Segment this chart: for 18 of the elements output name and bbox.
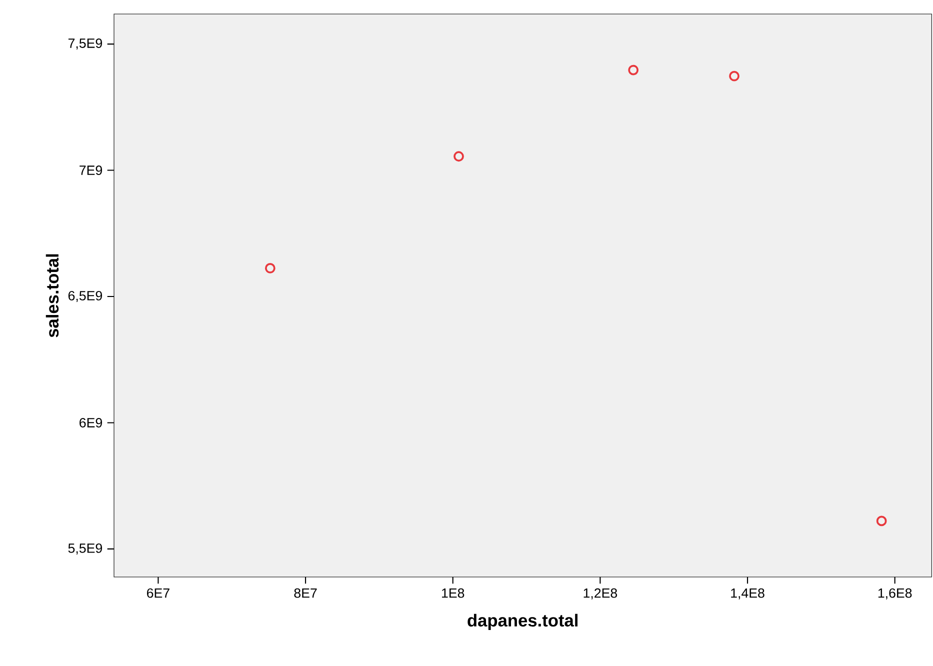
point [628, 64, 639, 76]
point [876, 516, 887, 526]
x-tick-label: 1E8 [442, 588, 464, 598]
y-tick-label: 7E9 [80, 166, 102, 175]
y-tick-label: 6E9 [80, 418, 102, 428]
y-tick-label: 6,5E9 [68, 290, 102, 302]
y-axis-title: sales.total [46, 254, 59, 338]
x-tick-label: 6E7 [147, 588, 170, 598]
point [264, 263, 276, 274]
x-axis-title: dapanes.total [468, 614, 578, 630]
x-tick-label: 1,6E8 [878, 588, 912, 600]
x-tick-label: 1,4E8 [731, 588, 764, 600]
point [729, 70, 740, 82]
x-tick-label: 8E7 [294, 588, 317, 598]
x-tick-label: 1,2E8 [584, 588, 618, 600]
y-tick-label: 7,5E9 [68, 38, 102, 50]
y-tick-label: 5,5E9 [68, 543, 102, 554]
point [454, 151, 464, 162]
